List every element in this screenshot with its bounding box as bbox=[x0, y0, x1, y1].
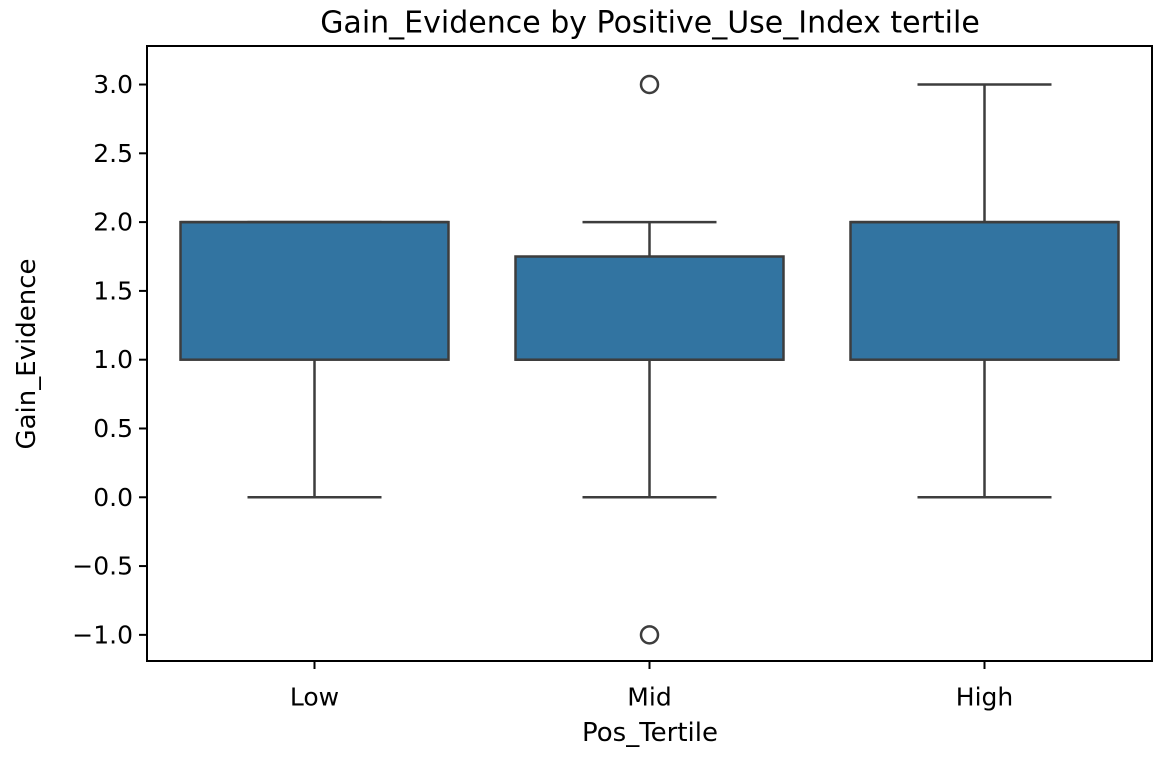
x-axis-label: Pos_Tertile bbox=[582, 718, 718, 748]
y-tick-label: 0.5 bbox=[93, 414, 133, 443]
y-tick-label: 0.0 bbox=[93, 483, 133, 512]
y-tick-label: 3.0 bbox=[93, 70, 133, 99]
y-tick-label: 2.0 bbox=[93, 208, 133, 237]
y-tick-label: 1.5 bbox=[93, 276, 133, 305]
box-high bbox=[849, 220, 1120, 361]
box-low bbox=[179, 220, 450, 361]
y-tick-label: −1.0 bbox=[72, 620, 133, 649]
y-tick-label: 2.5 bbox=[93, 139, 133, 168]
chart-title: Gain_Evidence by Positive_Use_Index tert… bbox=[320, 5, 980, 41]
y-tick-label: −0.5 bbox=[72, 552, 133, 581]
outlier-point-mid bbox=[639, 625, 660, 645]
box-mid bbox=[514, 255, 785, 361]
y-axis-label: Gain_Evidence bbox=[12, 258, 42, 450]
x-tick-label: High bbox=[956, 683, 1013, 712]
x-tick-label: Mid bbox=[627, 683, 671, 712]
x-tick-label: Low bbox=[290, 683, 339, 712]
outlier-point-mid bbox=[639, 74, 660, 95]
y-tick-label: 1.0 bbox=[93, 345, 133, 374]
